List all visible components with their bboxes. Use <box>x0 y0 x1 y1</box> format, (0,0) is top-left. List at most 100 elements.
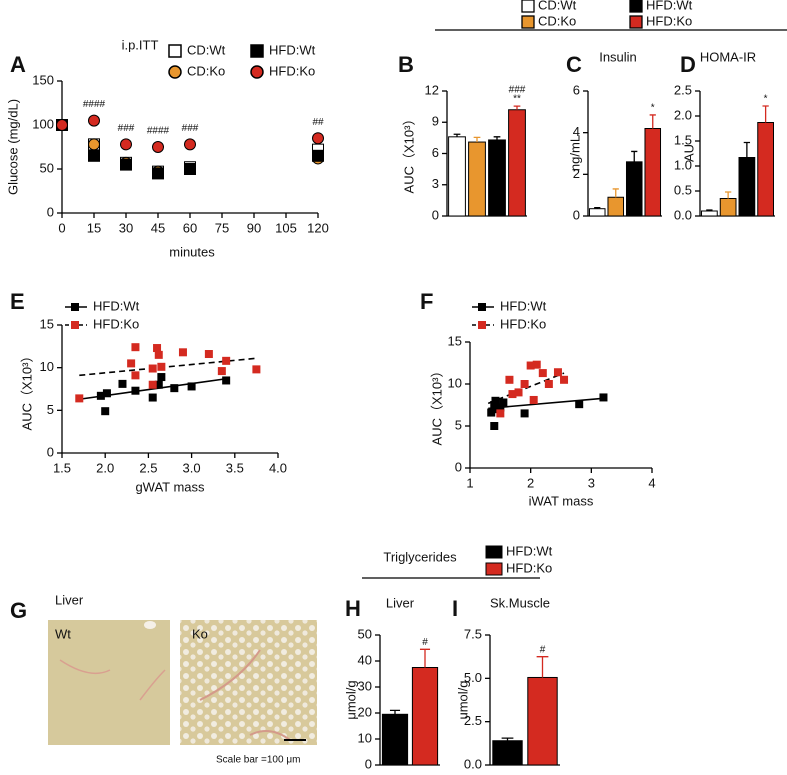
annotation: * <box>651 103 655 114</box>
y-tick-label: 5 <box>455 417 462 432</box>
vessel <box>144 621 156 629</box>
y-tick-label: 0 <box>365 756 372 771</box>
point <box>499 398 508 407</box>
point <box>71 321 79 329</box>
annotation: # <box>422 637 428 648</box>
error-bar <box>631 150 638 162</box>
x-tick-label: 75 <box>215 220 229 235</box>
x-tick-label: 120 <box>307 220 329 235</box>
y-tick-label: 1.5 <box>674 132 692 147</box>
y-tick-label: 0 <box>47 204 54 219</box>
y-tick-label: 10 <box>358 730 372 745</box>
x-tick-label: 2 <box>527 475 534 490</box>
error-bar <box>453 133 461 137</box>
point <box>187 382 196 391</box>
point <box>152 141 164 153</box>
error-bar <box>612 188 619 198</box>
point <box>217 367 226 376</box>
bar <box>701 210 718 217</box>
y-tick-label: 5 <box>47 402 54 417</box>
point <box>520 380 529 388</box>
point <box>204 350 213 359</box>
point <box>131 386 140 395</box>
legend-label: HFD:Ko <box>646 13 692 28</box>
point <box>560 375 569 384</box>
y-tick-label: 100 <box>32 116 54 131</box>
bar <box>625 161 643 217</box>
point <box>118 379 127 388</box>
point <box>71 303 79 311</box>
y-tick-label: 50 <box>40 160 54 175</box>
point <box>250 65 264 79</box>
scale-bar-label: Scale bar =100 μm <box>216 755 300 766</box>
y-tick-label: 30 <box>358 678 372 693</box>
bar <box>488 139 506 217</box>
legend-label: CD:Wt <box>538 0 577 12</box>
x-axis-label: minutes <box>169 244 215 259</box>
bar <box>719 198 737 217</box>
legend-label: HFD:Wt <box>269 42 316 57</box>
error-bar <box>762 105 769 123</box>
chart-title: i.p.ITT <box>122 37 159 52</box>
chart-title: Insulin <box>599 49 637 64</box>
panel-letter: I <box>452 596 458 621</box>
point <box>532 360 541 369</box>
y-tick-label: 150 <box>32 72 54 87</box>
legend-label: CD:Wt <box>187 42 226 57</box>
error-bar <box>536 656 549 678</box>
y-tick-label: 15 <box>448 333 462 348</box>
annotation: ### <box>182 123 199 134</box>
point <box>252 365 261 374</box>
legend-label: HFD:Wt <box>500 298 547 313</box>
annotation: #### <box>147 126 170 137</box>
trend-line <box>487 372 565 405</box>
group-title: Triglycerides <box>383 549 457 564</box>
tissue-streak <box>199 649 291 741</box>
bar <box>738 157 756 217</box>
image-title: Liver <box>55 592 84 607</box>
y-tick-label: 6 <box>432 145 439 160</box>
point <box>56 119 68 131</box>
legend-swatch <box>521 0 535 13</box>
point <box>184 163 196 175</box>
annotation: * <box>764 94 768 105</box>
chart-title: Liver <box>386 595 415 610</box>
bar <box>448 136 466 217</box>
legend-label: HFD:Ko <box>93 316 139 331</box>
x-tick-label: 1.5 <box>53 460 71 475</box>
point <box>312 149 324 162</box>
point <box>538 369 547 378</box>
point <box>120 138 132 151</box>
panel-letter: D <box>680 52 696 77</box>
point <box>312 132 324 145</box>
y-tick-label: 2.0 <box>674 107 692 122</box>
bar <box>468 141 486 217</box>
point <box>599 393 608 402</box>
point <box>496 409 505 418</box>
point <box>478 303 486 311</box>
y-axis-label: AU <box>681 144 696 162</box>
x-tick-label: 15 <box>87 220 101 235</box>
point <box>490 401 499 409</box>
point <box>505 375 514 384</box>
y-axis-label: Glucose (mg/dL) <box>5 99 20 195</box>
x-tick-label: 4.0 <box>269 460 287 475</box>
bar <box>757 122 774 217</box>
point <box>553 368 562 377</box>
point <box>250 44 264 58</box>
error-bar <box>706 209 713 211</box>
point <box>131 371 140 380</box>
legend-label: HFD:Ko <box>506 560 552 575</box>
y-tick-label: 40 <box>358 652 372 667</box>
point <box>478 321 486 329</box>
point <box>127 359 136 368</box>
point <box>157 373 166 382</box>
error-bar <box>724 191 732 199</box>
image-label: Wt <box>55 626 71 641</box>
point <box>154 350 163 359</box>
point <box>148 380 157 389</box>
point <box>168 65 182 79</box>
annotation: ### <box>118 123 135 134</box>
y-tick-label: 0.0 <box>464 756 482 771</box>
y-tick-label: 2.5 <box>464 713 482 728</box>
